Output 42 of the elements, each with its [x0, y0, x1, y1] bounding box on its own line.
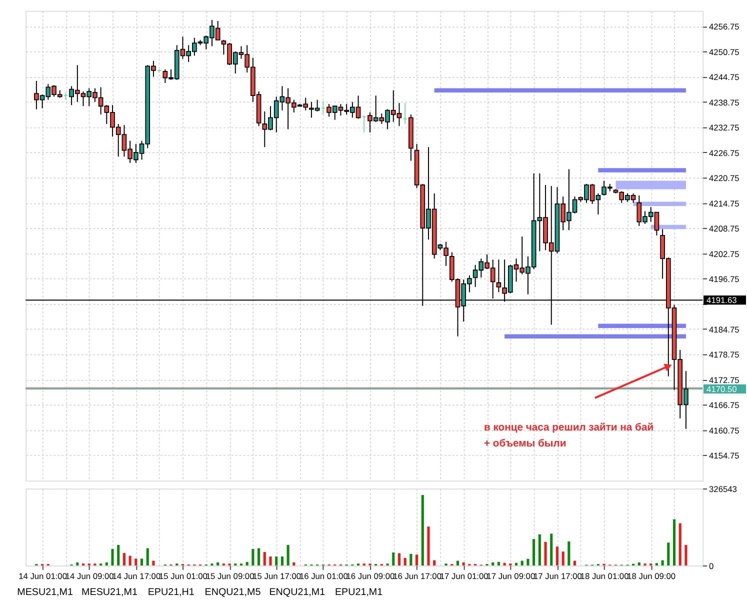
- y-tick-label: 4256.75: [709, 22, 740, 32]
- x-tick-label: 16 Jun 09:00: [346, 570, 396, 581]
- ref-line-label: 4191.63: [706, 295, 738, 306]
- y-tick-label: 4154.75: [709, 450, 740, 461]
- x-tick-label: 18 Jun 09:00: [627, 570, 676, 581]
- y-tick-label: 4214.75: [709, 198, 740, 208]
- x-tick-label: 15 Jun 01:00: [159, 570, 208, 581]
- y-tick-label: 4250.75: [709, 46, 740, 57]
- x-tick-label: 17 Jun 09:00: [486, 570, 536, 581]
- y-tick-label: 0: [709, 560, 714, 571]
- y-tick-label: 4172.75: [709, 374, 740, 385]
- annotation: в конце часа решил зайти на бай + объемы были: [484, 422, 654, 450]
- x-tick-label: 18 Jun 01:00: [580, 570, 630, 581]
- y-tick-label: 4226.75: [709, 148, 740, 158]
- text: EPU21,M1: [334, 587, 383, 598]
- x-tick-label: 16 Jun 01:00: [299, 570, 348, 581]
- y-tick-label: 4208.75: [709, 224, 740, 234]
- y-tick-label: 4160.75: [709, 425, 740, 436]
- ref-line-label: 4170.50: [706, 384, 738, 394]
- y-tick-label: 4232.75: [709, 122, 740, 133]
- y-tick-label: 4202.75: [709, 248, 740, 259]
- text: ENQU21,M5: [204, 587, 262, 598]
- x-tick-label: 16 Jun 17:00: [393, 570, 442, 581]
- x-tick-label: 17 Jun 01:00: [440, 570, 489, 581]
- x-tick-label: 15 Jun 09:00: [206, 570, 255, 581]
- x-tick-label: 14 Jun 09:00: [65, 570, 114, 581]
- x-tick-label: 14 Jun 01:00: [18, 570, 68, 581]
- x-tick-label: 14 Jun 17:00: [112, 570, 161, 581]
- y-tick-label: 4244.75: [709, 72, 740, 82]
- text: MESU21,M1: [17, 587, 73, 598]
- y-tick-label: 4178.75: [709, 350, 740, 360]
- text: ENQU21,M1: [269, 587, 326, 598]
- y-tick-label: 326543: [709, 484, 738, 494]
- x-tick-label: 15 Jun 17:00: [252, 570, 302, 581]
- y-tick-label: 4196.75: [709, 274, 740, 284]
- y-tick-label: 4166.75: [709, 400, 740, 410]
- y-tick-label: 4238.75: [709, 97, 740, 108]
- y-tick-label: 4220.75: [709, 173, 740, 184]
- x-tick-label: 17 Jun 17:00: [534, 570, 582, 581]
- y-tick-label: 4184.75: [709, 324, 740, 334]
- text: EPU21,H1: [148, 587, 194, 598]
- text: MESU21,M1: [82, 587, 138, 598]
